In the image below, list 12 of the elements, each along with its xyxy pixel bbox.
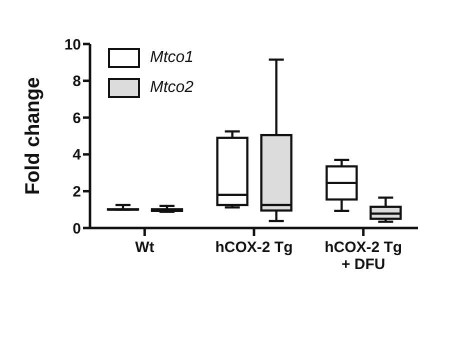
y-tick-label: 0 (72, 220, 81, 238)
legend-label: Mtco2 (150, 79, 194, 97)
y-tick-label: 10 (64, 36, 81, 54)
y-tick-label: 8 (72, 73, 81, 90)
x-tick-label: hCOX-2 Tg + DFU (324, 239, 402, 273)
y-tick-label: 4 (72, 146, 82, 164)
legend-label: Mtco1 (150, 49, 194, 67)
x-tick-label: hCOX-2 Tg (215, 239, 293, 256)
y-axis-title: Fold change (22, 77, 44, 195)
y-tick-label: 2 (72, 184, 81, 201)
y-tick-label: 6 (72, 110, 81, 127)
x-tick-label: Wt (135, 239, 154, 256)
